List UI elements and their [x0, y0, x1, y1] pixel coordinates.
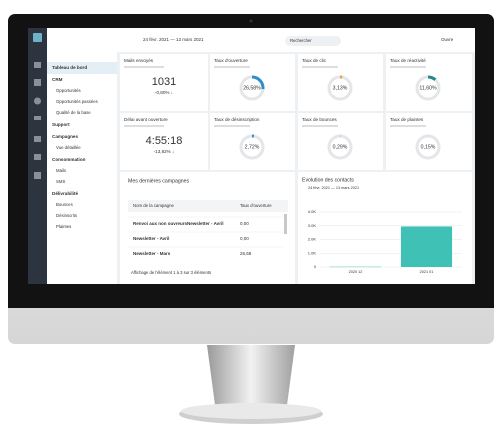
chart-title: Evolution des contacts	[302, 177, 354, 183]
table-header: Taux d'ouverture	[240, 203, 272, 208]
gauge-value: 26,58%	[243, 85, 261, 91]
y-tick-label: 2.0K	[308, 237, 317, 242]
y-tick-label: 3.0K	[308, 223, 317, 228]
gauge-date	[390, 66, 426, 68]
sidebar-section: CRM	[52, 77, 63, 82]
chart-subtitle: 24 févr. 2021 — 13 mars 2021	[308, 186, 359, 190]
sidebar-item: Opportunités passées	[56, 99, 98, 104]
sidebar-active: Tableau de bord	[52, 65, 87, 70]
search-box[interactable]	[285, 36, 341, 46]
sidebar-section: Délivrabilité	[52, 191, 78, 196]
gauge-value: 0,29%	[333, 144, 348, 150]
sidebar-item: Plaintes	[56, 224, 71, 229]
search: Rechercher	[290, 38, 312, 43]
stand-base-top	[181, 403, 321, 419]
gauge-value: 0,15%	[421, 144, 436, 150]
sidebar-section: Support	[52, 122, 70, 127]
table-header: Nom de la campagne	[133, 203, 174, 208]
camera	[249, 19, 253, 23]
y-tick-label: 1.0K	[308, 250, 317, 255]
date-range: 24 févr. 2021 — 13 mars 2021	[143, 37, 204, 42]
sidebar-section: Campagnes	[52, 134, 78, 139]
x-tick-label: 2021 01	[420, 270, 434, 274]
sidebar-item: Bounces	[56, 202, 73, 207]
icon-bar-icons	[33, 33, 42, 179]
table-scrollbar	[284, 214, 287, 234]
y-tick-label: 0	[314, 264, 317, 269]
gauge-title: Taux d'ouverture	[214, 58, 248, 63]
gauge-title: Taux de clic	[302, 58, 327, 63]
gauge-date	[214, 66, 250, 68]
gauge-arc	[251, 75, 265, 90]
campaign-rate: 26,58	[240, 251, 252, 256]
y-tick-label: 4.0K	[308, 209, 317, 214]
gauge-date	[214, 125, 250, 127]
gauge-value: 11,60%	[419, 85, 437, 91]
kpi-date	[124, 66, 164, 68]
kpi-change: -0,80% ↓	[155, 90, 173, 95]
kpi-value: 4:55:18	[146, 135, 183, 147]
gauge-date	[302, 125, 338, 127]
bar	[400, 226, 453, 267]
campaign-rate: 0,00	[240, 221, 249, 226]
sidebar-item: Qualité de la base	[56, 110, 91, 115]
kpi-title: Mails envoyés	[124, 58, 154, 63]
stand-neck	[207, 345, 295, 405]
gauge-title: Taux de réactivité	[390, 58, 426, 63]
campaign-name: Newsletter - Avril	[133, 236, 169, 241]
sidebar-item: Désinscrits	[56, 213, 77, 218]
gauge-arc	[427, 75, 437, 81]
kpi-title: Délai avant ouverture	[124, 117, 168, 122]
panel-title: Mes dernières campagnes	[128, 178, 190, 184]
sidebar-item: Opportunités	[56, 88, 81, 93]
table-footer: Affichage de l'élément 1 à 3 sur 3 éléme…	[131, 270, 211, 275]
x-tick-label: 2020 12	[349, 270, 363, 274]
gauge-date	[302, 66, 338, 68]
table-fade	[128, 258, 288, 266]
campaign-rate: 0,00	[240, 236, 249, 241]
gauge-value: 2,72%	[245, 144, 260, 150]
sidebar-item: Vue détaillée	[56, 145, 81, 150]
user: Ouvre	[441, 37, 454, 42]
sidebar-item: Mails	[56, 168, 66, 173]
gauge-title: Taux de bounces	[302, 117, 337, 122]
sidebar-section: Consommation	[52, 157, 86, 162]
active-item-bg	[47, 62, 117, 74]
kpi-value: 1031	[152, 76, 176, 88]
campaign-name: Renvoi aux non ouvreursNewsletter - Avri…	[133, 221, 223, 226]
gauge-title: Taux de désinscription	[214, 117, 260, 122]
sidebar-item: SMS	[56, 179, 65, 184]
gauge-title: Taux de plaintes	[390, 117, 424, 122]
gauge-value: 3,13%	[333, 85, 348, 91]
gauge-date	[390, 125, 426, 127]
kpi-date	[124, 125, 164, 127]
campaign-name: Newsletter - Mars	[133, 251, 171, 256]
table-header-bg	[128, 200, 288, 212]
kpi-change: -13,82% ↓	[154, 149, 175, 154]
